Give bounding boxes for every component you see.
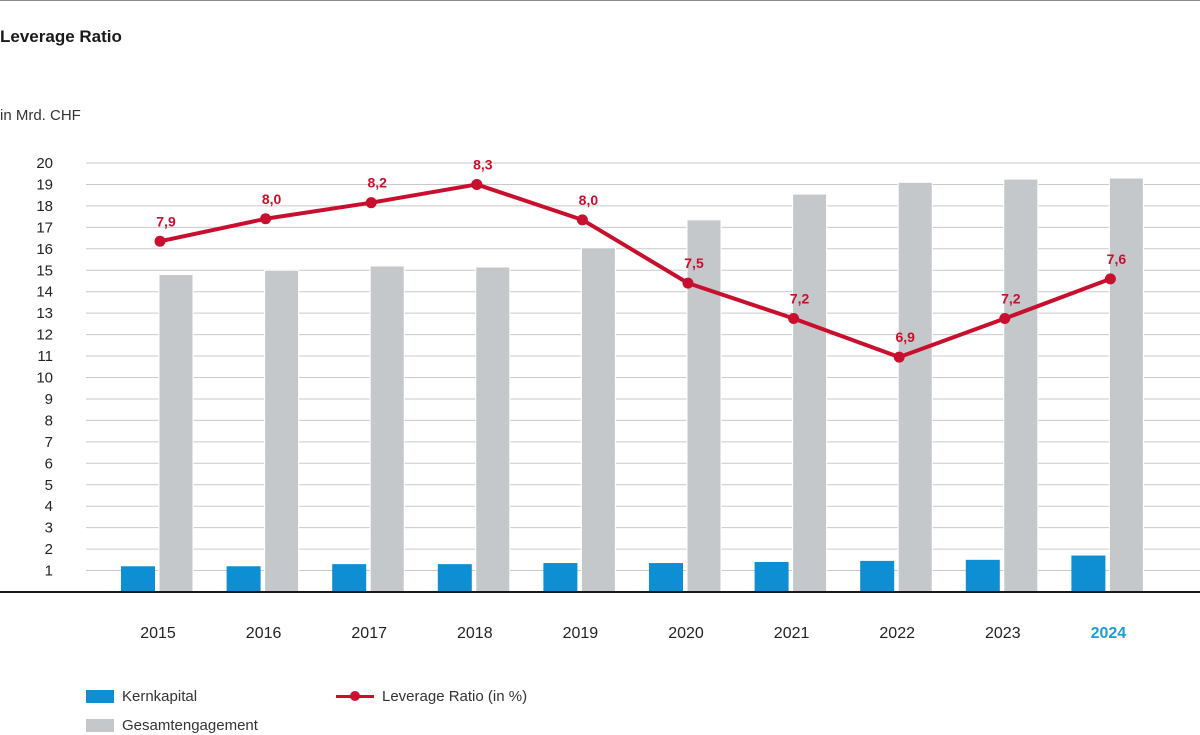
y-tick-label: 5 (45, 477, 53, 494)
legend-label-kernkapital: Kernkapital (122, 688, 198, 705)
bar-kernkapital (543, 563, 578, 592)
x-tick-label: 2015 (140, 625, 176, 642)
bar-gesamtengagement (580, 247, 616, 593)
bar-kernkapital (226, 566, 261, 592)
point-leverage-ratio (682, 277, 694, 289)
data-label-leverage-ratio: 7,5 (684, 255, 704, 271)
legend-item-kernkapital: Kernkapital (86, 688, 197, 705)
point-leverage-ratio (893, 351, 905, 363)
y-tick-label: 14 (36, 284, 53, 301)
legend-item-leverage-ratio: Leverage Ratio (in %) (336, 688, 527, 705)
legend-label-gesamtengagement: Gesamtengagement (122, 717, 258, 734)
x-tick-label: 2019 (563, 625, 599, 642)
data-label-leverage-ratio: 8,0 (262, 191, 282, 207)
y-tick-label: 1 (45, 563, 53, 580)
x-tick-label: 2022 (879, 625, 915, 642)
y-tick-label: 18 (36, 198, 53, 215)
x-tick-label: 2023 (985, 625, 1021, 642)
y-tick-label: 20 (36, 155, 53, 172)
bar-gesamtengagement (475, 266, 511, 593)
bar-kernkapital (437, 564, 472, 592)
bar-kernkapital (860, 560, 895, 592)
point-leverage-ratio (576, 214, 588, 226)
y-tick-label: 19 (36, 176, 53, 193)
y-tick-label: 6 (45, 455, 53, 472)
x-tick-label: 2024 (1091, 625, 1127, 642)
bar-gesamtengagement (264, 269, 300, 593)
point-leverage-ratio (471, 178, 483, 190)
y-tick-label: 10 (36, 370, 53, 387)
bar-gesamtengagement (1108, 177, 1144, 593)
y-tick-label: 9 (45, 391, 53, 408)
data-label-leverage-ratio: 7,2 (1001, 291, 1021, 307)
legend-swatch-gesamtengagement (86, 719, 114, 732)
legend-swatch-leverage-ratio (336, 690, 374, 703)
y-tick-label: 7 (45, 434, 53, 451)
y-tick-label: 13 (36, 305, 53, 322)
bar-gesamtengagement (897, 181, 933, 593)
x-tick-label: 2017 (351, 625, 387, 642)
y-tick-label: 17 (36, 219, 53, 236)
line-leverage-ratio (159, 182, 1112, 360)
x-tick-label: 2020 (668, 625, 704, 642)
bar-gesamtengagement (1003, 178, 1039, 593)
bar-gesamtengagement (369, 265, 405, 593)
data-label-leverage-ratio: 6,9 (895, 329, 915, 345)
y-tick-label: 3 (45, 520, 53, 537)
point-leverage-ratio (788, 313, 800, 325)
y-tick-label: 12 (36, 327, 53, 344)
bar-kernkapital (649, 563, 683, 592)
data-label-leverage-ratio: 8,0 (579, 192, 599, 208)
point-leverage-ratio (1104, 273, 1116, 285)
chart-title: Leverage Ratio (0, 27, 122, 46)
y-tick-label: 16 (36, 241, 53, 258)
bar-gesamtengagement (792, 193, 828, 593)
y-tick-label: 2 (45, 541, 53, 558)
bar-kernkapital (965, 559, 1000, 592)
bar-kernkapital (332, 564, 367, 592)
point-leverage-ratio (154, 235, 166, 247)
bar-gesamtengagement (158, 274, 194, 593)
bar-kernkapital (1071, 555, 1106, 592)
bar-gesamtengagement (686, 219, 722, 593)
legend-label-leverage-ratio: Leverage Ratio (in %) (382, 688, 528, 705)
data-label-leverage-ratio: 7,2 (790, 291, 810, 307)
x-tick-label: 2018 (457, 625, 493, 642)
point-leverage-ratio (260, 213, 272, 225)
x-tick-label: 2016 (246, 625, 282, 642)
legend-item-gesamtengagement: Gesamtengagement (86, 717, 258, 734)
point-leverage-ratio (365, 197, 377, 209)
y-tick-label: 4 (45, 498, 53, 515)
unit-label: in Mrd. CHF (0, 107, 81, 124)
data-label-leverage-ratio: 7,9 (156, 213, 176, 229)
point-leverage-ratio (999, 313, 1011, 325)
top-rule (0, 0, 1200, 1)
data-label-leverage-ratio: 7,6 (1107, 251, 1127, 267)
y-tick-label: 11 (37, 348, 53, 365)
y-tick-label: 15 (36, 262, 53, 279)
data-label-leverage-ratio: 8,2 (367, 175, 387, 191)
x-tick-label: 2021 (774, 625, 810, 642)
bar-kernkapital (121, 566, 155, 592)
data-label-leverage-ratio: 8,3 (473, 156, 493, 172)
bar-kernkapital (754, 561, 789, 592)
y-tick-label: 8 (45, 412, 53, 429)
legend-swatch-kernkapital (86, 690, 114, 703)
